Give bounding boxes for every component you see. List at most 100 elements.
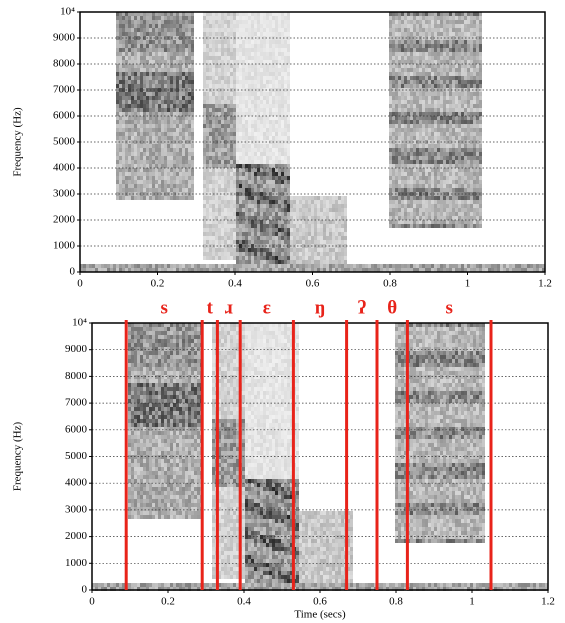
texture-cell	[248, 196, 251, 200]
texture-cell	[218, 144, 221, 148]
texture-cell	[143, 68, 146, 72]
texture-cell	[269, 16, 272, 20]
texture-cell	[269, 236, 272, 240]
texture-cell	[134, 76, 137, 80]
texture-cell	[281, 200, 284, 204]
texture-cell	[407, 156, 410, 160]
texture-cell	[140, 84, 143, 88]
texture-cell	[251, 144, 254, 148]
texture-cell	[404, 196, 407, 200]
texture-cell	[428, 156, 431, 160]
texture-cell	[434, 116, 437, 120]
texture-cell	[167, 172, 170, 176]
texture-cell	[167, 100, 170, 104]
texture-cell	[407, 120, 410, 124]
texture-cell	[308, 224, 311, 228]
texture-cell	[392, 76, 395, 80]
texture-cell	[224, 220, 227, 224]
texture-cell	[230, 164, 233, 168]
texture-cell	[227, 72, 230, 76]
texture-cell	[257, 136, 260, 140]
texture-cell	[233, 44, 236, 48]
texture-cell	[461, 16, 464, 20]
texture-cell	[173, 124, 176, 128]
texture-cell	[245, 104, 248, 108]
texture-cell	[203, 104, 206, 108]
texture-cell	[422, 112, 425, 116]
texture-cell	[173, 40, 176, 44]
texture-cell	[449, 72, 452, 76]
texture-cell	[137, 64, 140, 68]
texture-cell	[284, 44, 287, 48]
texture-cell	[416, 76, 419, 80]
texture-cell	[284, 84, 287, 88]
texture-cell	[269, 24, 272, 28]
texture-cell	[254, 64, 257, 68]
texture-cell	[221, 108, 224, 112]
texture-cell	[452, 20, 455, 24]
texture-cell	[182, 164, 185, 168]
texture-cell	[128, 20, 131, 24]
texture-cell	[281, 72, 284, 76]
texture-cell	[263, 132, 266, 136]
texture-cell	[263, 148, 266, 152]
texture-cell	[167, 56, 170, 60]
texture-cell	[119, 48, 122, 52]
texture-cell	[137, 132, 140, 136]
texture-cell	[419, 204, 422, 208]
texture-cell	[413, 128, 416, 132]
texture-cell	[233, 124, 236, 128]
texture-cell	[131, 112, 134, 116]
texture-cell	[431, 212, 434, 216]
texture-cell	[176, 124, 179, 128]
texture-cell	[158, 92, 161, 96]
texture-cell	[212, 32, 215, 36]
texture-cell	[254, 196, 257, 200]
texture-cell	[230, 176, 233, 180]
texture-cell	[185, 112, 188, 116]
texture-cell	[413, 216, 416, 220]
texture-cell	[155, 168, 158, 172]
texture-cell	[419, 64, 422, 68]
texture-cell	[452, 212, 455, 216]
texture-cell	[218, 112, 221, 116]
texture-cell	[389, 20, 392, 24]
texture-cell	[311, 212, 314, 216]
texture-cell	[320, 216, 323, 220]
texture-cell	[179, 264, 182, 268]
texture-cell	[215, 240, 218, 244]
texture-cell	[110, 264, 113, 268]
texture-cell	[281, 124, 284, 128]
texture-cell	[248, 104, 251, 108]
texture-cell	[419, 120, 422, 124]
texture-cell	[164, 264, 167, 268]
texture-cell	[188, 196, 191, 200]
texture-cell	[416, 68, 419, 72]
texture-cell	[125, 196, 128, 200]
texture-cell	[248, 64, 251, 68]
texture-cell	[269, 148, 272, 152]
texture-cell	[149, 144, 152, 148]
texture-cell	[239, 104, 242, 108]
texture-cell	[260, 144, 263, 148]
texture-cell	[227, 112, 230, 116]
texture-cell	[275, 24, 278, 28]
texture-cell	[296, 196, 299, 200]
texture-cell	[419, 60, 422, 64]
texture-cell	[149, 104, 152, 108]
texture-cell	[293, 236, 296, 240]
texture-cell	[305, 264, 308, 268]
texture-cell	[428, 264, 431, 268]
texture-cell	[404, 136, 407, 140]
texture-cell	[404, 60, 407, 64]
texture-cell	[224, 264, 227, 268]
texture-cell	[149, 52, 152, 56]
texture-cell	[203, 220, 206, 224]
texture-cell	[251, 76, 254, 80]
texture-cell	[248, 48, 251, 52]
texture-cell	[401, 128, 404, 132]
texture-cell	[311, 248, 314, 252]
texture-cell	[320, 260, 323, 264]
texture-cell	[206, 96, 209, 100]
texture-cell	[218, 200, 221, 204]
